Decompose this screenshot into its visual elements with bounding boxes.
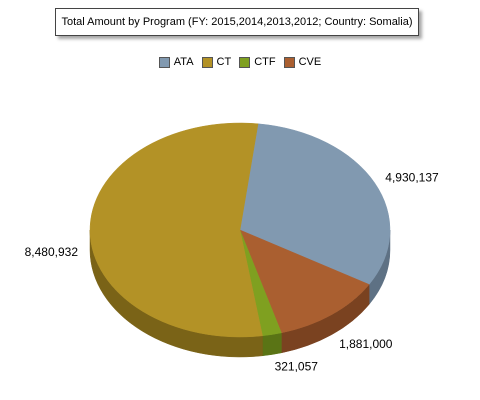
pie-slice-ata — [239, 123, 391, 285]
pie-slice-cve — [239, 229, 370, 334]
legend-label-ctf: CTF — [254, 56, 276, 68]
data-label-ctf: 321,057 — [275, 359, 319, 373]
data-label-ata: 4,930,137 — [385, 170, 439, 184]
legend-swatch-cve — [283, 56, 295, 68]
data-label-ct: 8,480,932 — [25, 245, 79, 259]
legend-label-ct: CT — [216, 56, 232, 68]
pie-slice-ct — [89, 122, 263, 338]
legend-label-cve: CVE — [298, 56, 322, 68]
chart-legend: ATA CT CTF CVE — [0, 56, 480, 68]
legend-item-cve: CVE — [283, 56, 322, 68]
legend-item-ata: ATA — [158, 56, 194, 68]
legend-swatch-ct — [201, 56, 213, 68]
pie-side-ctf — [262, 332, 282, 357]
legend-swatch-ctf — [239, 56, 251, 68]
legend-item-ct: CT — [201, 56, 232, 68]
data-label-cve: 1,881,000 — [339, 337, 393, 351]
chart-title: Total Amount by Program (FY: 2015,2014,2… — [55, 8, 419, 36]
legend-swatch-ata — [158, 56, 170, 68]
legend-item-ctf: CTF — [239, 56, 276, 68]
legend-label-ata: ATA — [173, 56, 194, 68]
